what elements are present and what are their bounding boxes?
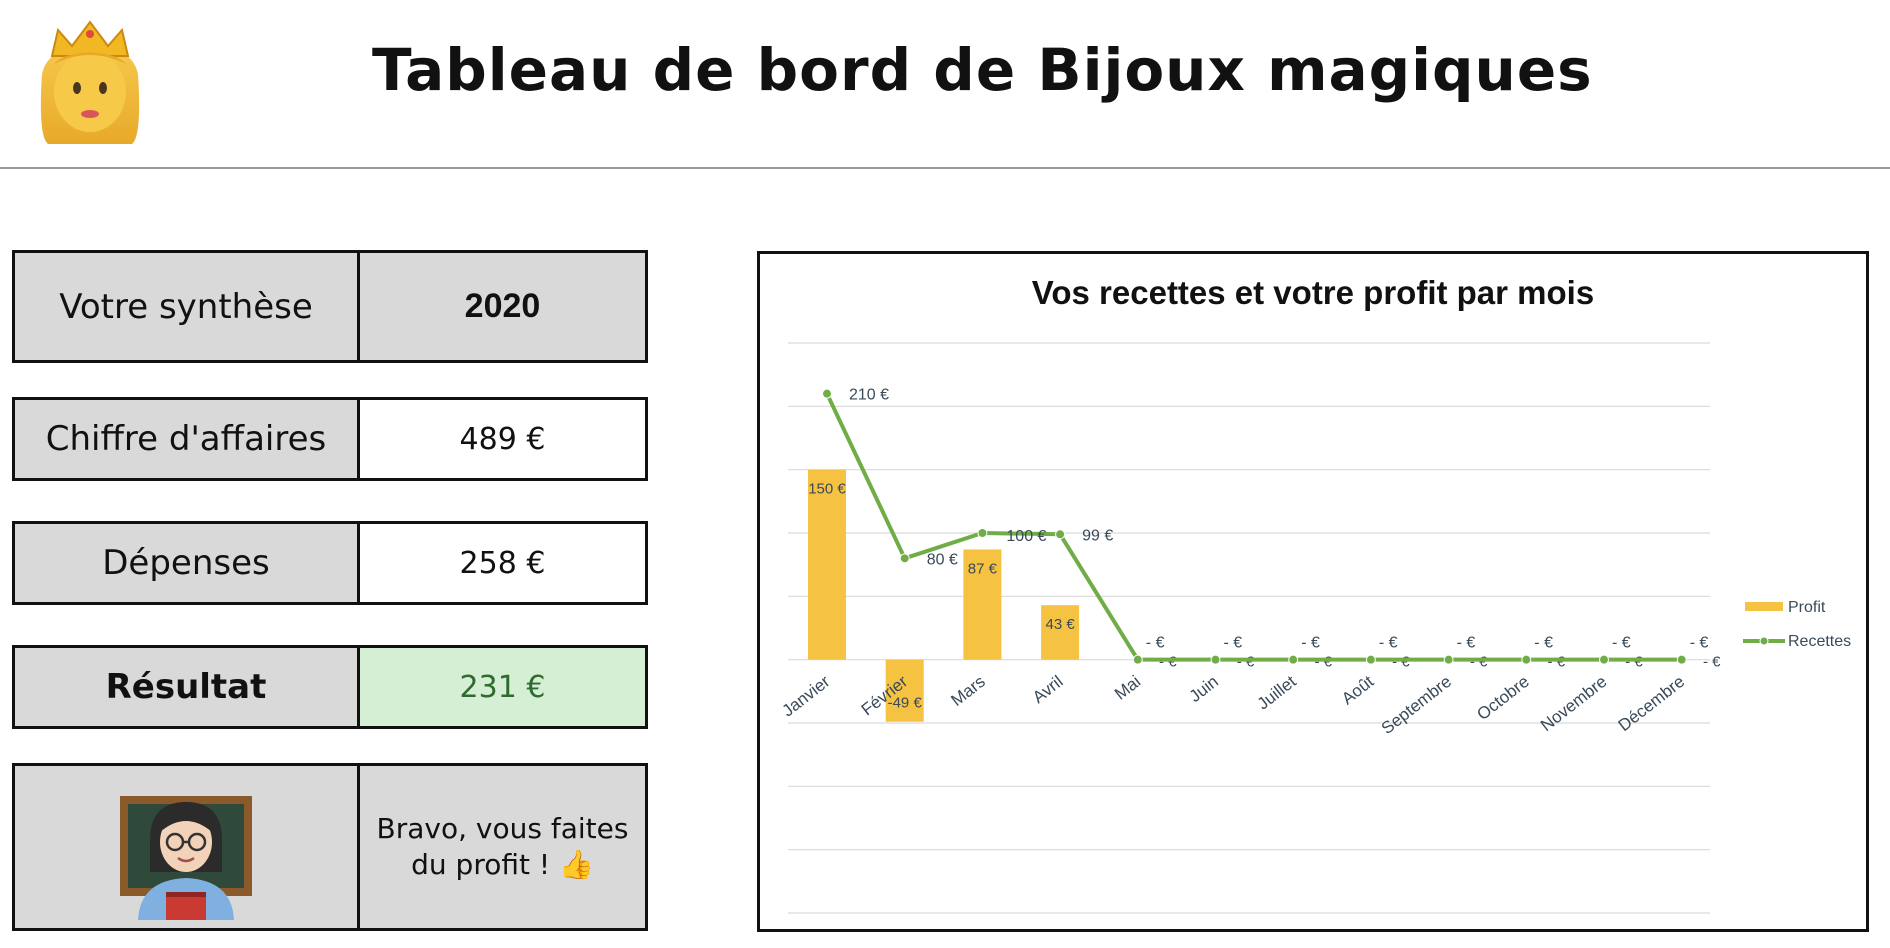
resultat-card: Résultat 231 € <box>12 645 648 729</box>
depenses-card: Dépenses 258 € <box>12 521 648 605</box>
chiffre-affaires-value: 489 € <box>459 421 546 457</box>
bar-label: 43 € <box>1045 616 1075 633</box>
line-label: - € <box>1224 635 1243 652</box>
line-label: - € <box>1534 635 1553 652</box>
recettes-point <box>1288 654 1299 665</box>
bar-label: - € <box>1392 654 1410 671</box>
bar-profit-2 <box>963 549 1002 660</box>
line-label: 99 € <box>1082 527 1113 544</box>
resultat-label: Résultat <box>15 648 360 726</box>
recettes-point <box>1055 529 1066 540</box>
teacher-emoji-icon <box>120 796 252 920</box>
line-label: 80 € <box>927 551 958 568</box>
princess-emoji-icon <box>40 20 140 144</box>
chart-title: Vos recettes et votre profit par mois <box>1032 274 1594 311</box>
category-label: Décembre <box>1615 672 1688 735</box>
bar-label: 87 € <box>968 560 998 577</box>
line-label: - € <box>1690 635 1709 652</box>
bar-label: - € <box>1625 654 1643 671</box>
recettes-line <box>825 392 1682 662</box>
legend-profit-label: Profit <box>1788 599 1826 616</box>
recettes-point <box>1599 654 1609 665</box>
bar-label: - € <box>1237 654 1255 671</box>
recettes-point <box>899 553 910 564</box>
message-line-2: du profit ! 👍 <box>411 848 594 881</box>
category-label: Octobre <box>1473 672 1532 724</box>
synthese-label: Votre synthèse <box>15 253 360 360</box>
bar-profit-1 <box>885 659 924 722</box>
legend-recettes-marker <box>1759 636 1769 646</box>
recettes-point <box>1210 654 1221 665</box>
page-title: Tableau de bord de Bijoux magiques <box>372 36 1593 104</box>
line-label: - € <box>1457 635 1476 652</box>
depenses-label: Dépenses <box>15 524 360 602</box>
depenses-value: 258 € <box>459 545 546 581</box>
recettes-point <box>977 528 988 538</box>
bar-label: - € <box>1470 654 1488 671</box>
line-label: - € <box>1301 635 1320 652</box>
category-label: Septembre <box>1378 672 1455 738</box>
line-label: - € <box>1612 635 1631 652</box>
recettes-point <box>1132 654 1143 665</box>
bar-label: 150 € <box>808 481 846 498</box>
recettes-point <box>822 388 832 399</box>
chiffre-affaires-card: Chiffre d'affaires 489 € <box>12 397 648 481</box>
category-label: Mars <box>947 672 988 710</box>
line-label: - € <box>1379 635 1398 652</box>
bar-label: - € <box>1159 654 1177 671</box>
chart-panel: Vos recettes et votre profit par mois 150… <box>757 251 1869 932</box>
bar-label: - € <box>1548 654 1566 671</box>
legend-profit-swatch <box>1745 602 1783 611</box>
legend-recettes-label: Recettes <box>1788 633 1851 650</box>
message-cell: Bravo, vous faites du profit ! 👍 <box>360 766 645 928</box>
chiffre-affaires-label: Chiffre d'affaires <box>15 400 360 478</box>
synthese-card: Votre synthèse 2020 <box>12 250 648 363</box>
category-label: Janvier <box>779 672 834 721</box>
bar-profit-3 <box>1041 605 1080 660</box>
category-label: Août <box>1338 672 1377 709</box>
message-card: Bravo, vous faites du profit ! 👍 <box>12 763 648 931</box>
category-label: Avril <box>1029 672 1067 707</box>
resultat-value: 231 € <box>360 648 645 726</box>
bar-label: -49 € <box>888 695 923 712</box>
teacher-cell <box>15 766 360 928</box>
recettes-point <box>1521 654 1532 665</box>
category-label: Juin <box>1186 672 1222 706</box>
year-value: 2020 <box>360 253 645 360</box>
recettes-point <box>1676 654 1687 665</box>
header: Tableau de bord de Bijoux magiques <box>0 0 1890 169</box>
category-label: Juillet <box>1254 672 1300 714</box>
bar-label: - € <box>1314 654 1332 671</box>
bar-label: - € <box>1703 654 1721 671</box>
recettes-point <box>1365 654 1376 665</box>
message-line-1: Bravo, vous faites <box>376 811 629 845</box>
recettes-point <box>1443 654 1454 665</box>
revenue-profit-chart: Vos recettes et votre profit par mois 150… <box>779 274 1851 914</box>
bar-profit-0 <box>808 469 846 660</box>
category-label: Mai <box>1111 672 1144 704</box>
category-label: Novembre <box>1537 672 1610 735</box>
line-label: 210 € <box>849 387 889 404</box>
line-label: 100 € <box>1006 528 1046 545</box>
line-label: - € <box>1146 635 1165 652</box>
